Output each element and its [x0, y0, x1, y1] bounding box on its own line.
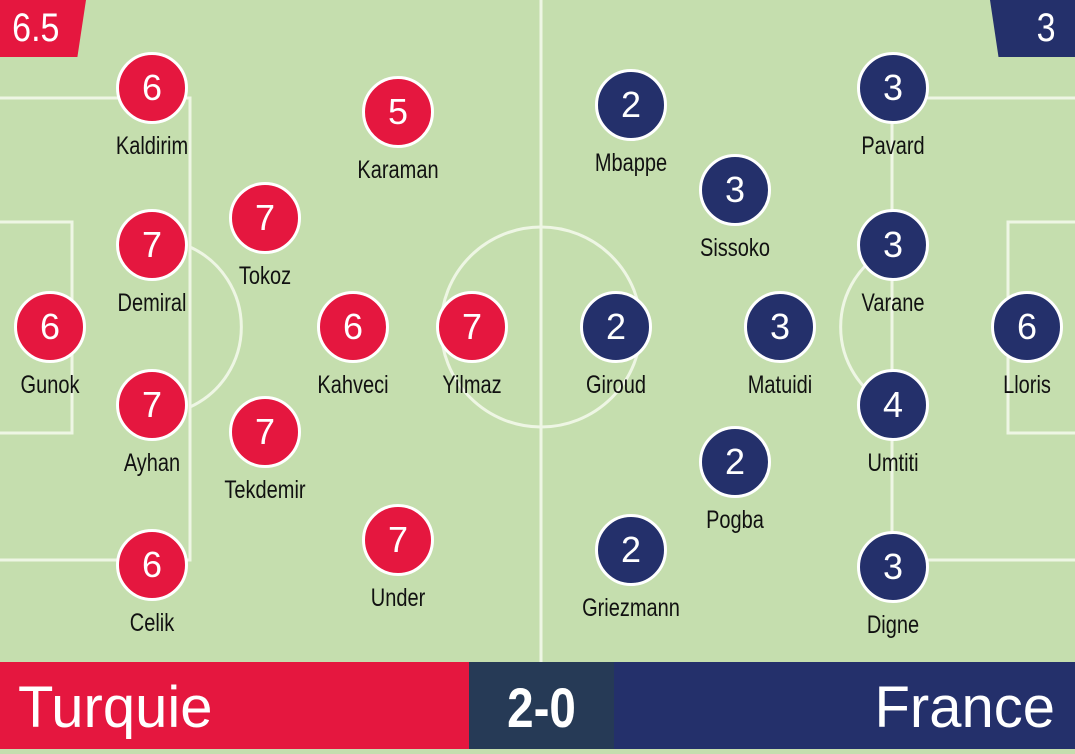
player-name: Kaldirim	[115, 132, 189, 160]
player-rating-badge: 7	[229, 182, 301, 254]
home-player: 6 Kaldirim	[82, 52, 222, 161]
player-rating-badge: 7	[362, 504, 434, 576]
player-name: Sissoko	[699, 234, 771, 262]
home-player: 6 Celik	[82, 529, 222, 638]
away-team-bar: France	[614, 662, 1075, 749]
player-rating-badge: 4	[857, 369, 929, 441]
player-name: Tokoz	[238, 262, 292, 290]
home-player: 5 Karaman	[328, 76, 468, 185]
away-team-rating: 3	[990, 0, 1075, 57]
player-rating-badge: 6	[116, 52, 188, 124]
player-rating-badge: 2	[699, 426, 771, 498]
player-rating-badge: 2	[595, 514, 667, 586]
home-player: 7 Ayhan	[82, 369, 222, 478]
player-rating-badge: 2	[595, 69, 667, 141]
player-rating-badge: 7	[436, 291, 508, 363]
away-player: 3 Digne	[823, 531, 963, 640]
player-rating-badge: 6	[116, 529, 188, 601]
player-rating-badge: 7	[116, 369, 188, 441]
player-name: Giroud	[585, 371, 647, 399]
away-player: 6 Lloris	[957, 291, 1075, 400]
away-player: 3 Sissoko	[665, 154, 805, 263]
away-player: 3 Pavard	[823, 52, 963, 161]
player-rating-badge: 3	[857, 52, 929, 124]
away-player: 2 Pogba	[665, 426, 805, 535]
player-rating-badge: 3	[744, 291, 816, 363]
away-player: 3 Varane	[823, 209, 963, 318]
player-rating-badge: 3	[857, 209, 929, 281]
player-name: Matuidi	[747, 371, 813, 399]
player-name: Digne	[866, 611, 920, 639]
player-name: Ayhan	[123, 449, 181, 477]
home-player: 7 Demiral	[82, 209, 222, 318]
away-player: 2 Giroud	[546, 291, 686, 400]
player-name: Tekdemir	[224, 476, 306, 504]
player-name: Varane	[861, 289, 925, 317]
home-player: 7 Under	[328, 504, 468, 613]
home-team-rating: 6.5	[0, 0, 86, 57]
match-score: 2-0	[507, 676, 576, 739]
player-name: Griezmann	[582, 594, 680, 622]
player-name: Under	[370, 584, 426, 612]
player-name: Pavard	[861, 132, 925, 160]
score-box: 2-0	[469, 662, 614, 749]
player-rating-badge: 6	[991, 291, 1063, 363]
player-name: Gunok	[20, 371, 80, 399]
player-name: Lloris	[1003, 371, 1051, 399]
home-rating-value: 6.5	[12, 6, 60, 50]
player-name: Pogba	[706, 506, 764, 534]
away-player: 2 Griezmann	[561, 514, 701, 623]
player-rating-badge: 6	[14, 291, 86, 363]
player-rating-badge: 7	[229, 396, 301, 468]
home-player: 6 Kahveci	[283, 291, 423, 400]
home-player: 7 Tekdemir	[195, 396, 335, 505]
player-name: Demiral	[117, 289, 187, 317]
player-name: Kahveci	[317, 371, 389, 399]
away-team-name: France	[874, 675, 1055, 740]
player-name: Celik	[129, 609, 175, 637]
player-name: Umtiti	[867, 449, 919, 477]
player-rating-badge: 3	[699, 154, 771, 226]
player-name: Mbappe	[594, 149, 668, 177]
away-player: 4 Umtiti	[823, 369, 963, 478]
home-player: 6 Gunok	[0, 291, 120, 400]
away-rating-value: 3	[1036, 6, 1056, 50]
player-name: Karaman	[357, 156, 439, 184]
player-name: Yilmaz	[442, 371, 502, 399]
home-player: 7 Tokoz	[195, 182, 335, 291]
player-rating-badge: 6	[317, 291, 389, 363]
away-player: 3 Matuidi	[710, 291, 850, 400]
player-rating-badge: 5	[362, 76, 434, 148]
player-rating-badge: 3	[857, 531, 929, 603]
away-player: 2 Mbappe	[561, 69, 701, 178]
home-team-name: Turquie	[18, 675, 213, 740]
home-player: 7 Yilmaz	[402, 291, 542, 400]
player-rating-badge: 2	[580, 291, 652, 363]
home-team-bar: Turquie	[0, 662, 469, 749]
player-rating-badge: 7	[116, 209, 188, 281]
